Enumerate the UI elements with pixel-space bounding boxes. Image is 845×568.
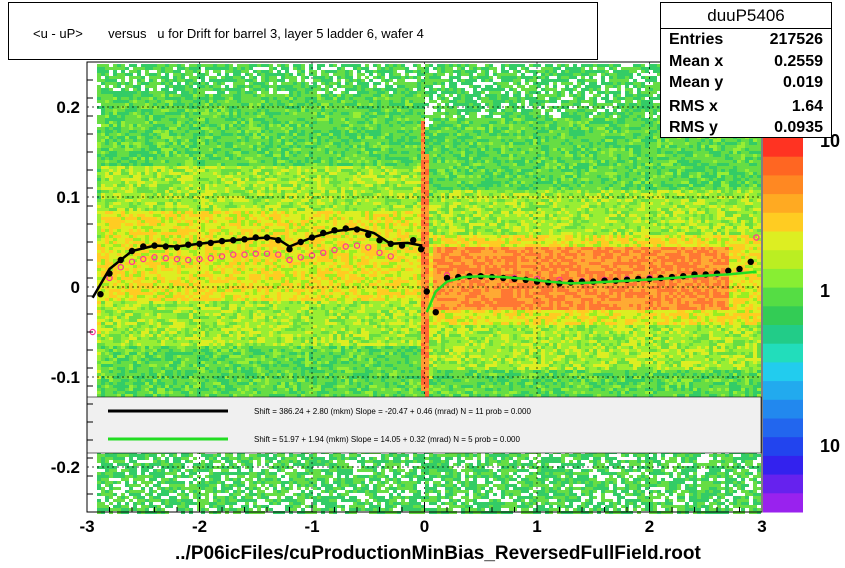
x-tick-label: 1 [532, 517, 541, 536]
color-scale-band [763, 156, 803, 176]
stats-value: 1.64 [792, 98, 823, 116]
y-tick-label: -0.2 [51, 458, 80, 477]
y-tick-label: -0.1 [51, 368, 80, 387]
color-scale-band [763, 325, 803, 345]
stats-label: RMS y [669, 119, 718, 137]
profile-point-pink [331, 246, 338, 254]
stats-row: RMS x 1.64 [669, 98, 823, 120]
color-scale-band [763, 194, 803, 214]
color-scale-band [763, 343, 803, 363]
color-scale-band [763, 231, 803, 251]
profile-point-pink [128, 258, 136, 265]
fit-line-green [425, 270, 757, 313]
profile-point-pink [286, 256, 293, 264]
stats-value: 0.0935 [774, 119, 823, 137]
profile-point-pink [185, 256, 192, 264]
x-tick-label: -2 [192, 517, 207, 536]
profile-point-pink [320, 249, 327, 256]
profile-point-black [443, 274, 451, 282]
color-scale-band [763, 268, 803, 289]
stats-title: duuP5406 [661, 3, 831, 29]
color-scale-band [763, 493, 803, 513]
profile-point-pink [753, 234, 760, 241]
profile-point-pink [218, 253, 226, 260]
profile-point-black [747, 258, 754, 265]
fit-line-black [91, 227, 423, 299]
profile-point-pink [140, 255, 147, 263]
profile-point-black [410, 237, 417, 244]
color-scale-band [763, 287, 803, 307]
profile-point-pink [308, 252, 316, 259]
y-tick-label: 0.2 [56, 98, 80, 117]
x-tick-label: -3 [79, 517, 94, 536]
stats-label: Mean y [669, 74, 723, 92]
legend-box [86, 396, 762, 454]
color-scale-band [763, 362, 803, 382]
profile-point-pink [173, 255, 181, 263]
color-scale-band [763, 212, 803, 232]
profile-point-black [423, 288, 430, 295]
color-scale-band [763, 250, 803, 270]
profile-point-pink [387, 253, 394, 260]
x-tick-label: -1 [304, 517, 319, 536]
color-scale-band [763, 175, 803, 195]
stats-row: Mean x 0.2559 [669, 53, 823, 75]
color-scale-band [763, 437, 803, 457]
x-tick-label: 0 [420, 517, 429, 536]
stats-value: 0.019 [783, 74, 823, 92]
profile-point-pink [162, 255, 169, 262]
stats-row: Mean y 0.019 [669, 74, 823, 96]
stats-value: 217526 [770, 31, 823, 49]
profile-point-pink [117, 264, 124, 271]
color-scale-band [763, 306, 803, 326]
y-tick-label: 0.1 [56, 188, 80, 207]
stats-label: RMS x [669, 98, 718, 116]
profile-point-pink [376, 249, 383, 256]
color-scale-label: 1 [820, 281, 830, 301]
color-scale-band [763, 418, 803, 438]
stats-label: Entries [669, 31, 723, 49]
profile-point-black [736, 265, 743, 273]
profile-point-black [417, 246, 425, 253]
color-scale-band [763, 399, 803, 419]
axes: -3 -2 -1 0 1 2 3 -0.2 -0.1 0 0.1 0.2 [51, 61, 767, 536]
profile-point-pink [151, 254, 158, 261]
y-tick-label: 0 [71, 278, 80, 297]
title-box: <u - uP> versus u for Drift for barrel 3… [8, 2, 598, 60]
color-scale-band [763, 455, 803, 476]
profile-point-pink [342, 243, 349, 250]
legend-text: Shift = 386.24 + 2.80 (mkm) Slope = -20.… [254, 407, 531, 416]
profile-point-pink [263, 250, 271, 257]
x-tick-label: 3 [757, 517, 766, 536]
color-scale-band [763, 138, 803, 158]
stats-row: RMS y 0.0935 [669, 119, 823, 141]
color-scale-band [763, 381, 803, 401]
profile-point-pink [207, 255, 214, 262]
profile-point-pink [252, 250, 259, 257]
profile-point-black [725, 267, 732, 274]
color-scale-band [763, 474, 803, 494]
profile-point-pink [230, 251, 237, 258]
stats-label: Mean x [669, 53, 723, 71]
profile-point-black [286, 246, 293, 253]
profile-point-pink [275, 251, 282, 258]
x-tick-label: 2 [645, 517, 654, 536]
legend: Shift = 386.24 + 2.80 (mkm) Slope = -20.… [86, 396, 762, 454]
chart-title: <u - uP> versus u for Drift for barrel 3… [33, 26, 424, 41]
stats-value: 0.2559 [774, 53, 823, 71]
profile-point-pink [353, 242, 361, 249]
profile-point-black [97, 291, 104, 298]
profile-point-black [432, 309, 439, 316]
color-scale-label: 10 [820, 436, 840, 456]
profile-point-pink [196, 255, 203, 263]
footer-filename: ../P06icFiles/cuProductionMinBias_Revers… [175, 543, 701, 565]
profile-point-pink [297, 254, 304, 261]
profile-point-pink [365, 244, 372, 251]
stats-box: duuP5406 Entries 217526 Mean x 0.2559 Me… [660, 2, 832, 138]
legend-text: Shift = 51.97 + 1.94 (mkm) Slope = 14.05… [254, 435, 520, 444]
stats-row: Entries 217526 [669, 31, 823, 53]
profile-point-pink [241, 251, 248, 258]
